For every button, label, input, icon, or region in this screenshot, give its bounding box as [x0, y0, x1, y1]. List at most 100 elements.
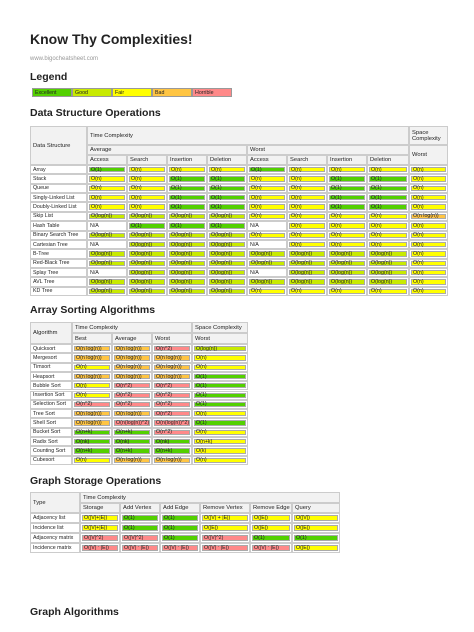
value-cell: O(log(n))	[247, 258, 287, 268]
rated-cell: O(1)	[329, 204, 365, 210]
rated-cell: O(n^2)	[154, 429, 190, 435]
value-cell: O(1)	[160, 523, 200, 533]
rated-cell: O(1)	[249, 167, 285, 173]
rated-cell: O(1)	[329, 195, 365, 201]
rated-cell: O(n)	[194, 355, 246, 361]
value-cell: O(1)	[327, 193, 367, 203]
value-cell: O(log(n))	[327, 277, 367, 287]
value-cell: O(n^2)	[152, 409, 192, 419]
value-cell: O(log(n))	[367, 258, 409, 268]
value-cell: O(|V|)	[292, 513, 340, 523]
value-cell: O(1)	[167, 202, 207, 212]
rated-cell: O(|E|)	[202, 525, 248, 531]
rated-cell: O(log(n))	[129, 260, 165, 266]
header-cell: Deletion	[367, 155, 409, 165]
rated-cell: O(n)	[289, 223, 325, 229]
rated-cell: O(|V| ⋅ |E|)	[82, 545, 118, 551]
rated-cell: O(nk)	[74, 439, 110, 445]
value-cell: O(n log(n))	[72, 371, 112, 382]
rated-cell: O(log(n))	[129, 251, 165, 257]
rated-cell: O(1)	[209, 176, 245, 182]
value-cell: O(log(n))	[127, 286, 167, 297]
rated-cell: O(n)	[411, 242, 446, 248]
value-cell: O(|V| ⋅ |E|)	[80, 543, 120, 553]
rated-cell: O(n)	[289, 288, 325, 294]
rated-cell: O(n)	[329, 242, 365, 248]
value-cell: O(log(n))	[127, 211, 167, 222]
value-cell: O(log(n))	[207, 230, 247, 240]
rated-cell: O(n)	[289, 195, 325, 201]
rated-cell: O(log(n))	[329, 279, 365, 285]
rated-cell: O(1)	[194, 374, 246, 380]
row-name: Radix Sort	[30, 437, 72, 447]
value-cell: O(1)	[192, 381, 248, 391]
section-title: Array Sorting Algorithms	[30, 304, 156, 316]
rated-cell: O(n)	[249, 185, 285, 191]
value-cell: O(n)	[87, 193, 127, 203]
rated-cell: O(n)	[74, 457, 110, 463]
value-cell: O(1)	[167, 221, 207, 231]
rated-cell: O(1)	[194, 392, 246, 398]
rated-cell: O(log(n))	[169, 279, 205, 285]
rated-cell: O(n)	[411, 288, 446, 294]
header-cell: Search	[287, 155, 327, 165]
rated-cell: O(1)	[194, 383, 246, 389]
rated-cell: O(n)	[369, 288, 407, 294]
value-cell: O(n)	[327, 211, 367, 222]
value-cell: O(1)	[192, 390, 248, 400]
rated-cell: O(log(n))	[369, 260, 407, 266]
rated-cell: O(n log(n))	[154, 374, 190, 380]
value-cell: O(n)	[207, 165, 247, 175]
value-cell: O(n)	[72, 381, 112, 391]
rated-cell: O(n)	[249, 195, 285, 201]
value-cell: O(1)	[247, 165, 287, 175]
value-cell: O(log(n))	[287, 277, 327, 287]
header-cell: Query	[292, 503, 340, 513]
rated-cell: O(n log(n))	[114, 346, 150, 352]
value-cell: O(log(n))	[87, 249, 127, 259]
header-cell: Access	[247, 155, 287, 165]
value-cell: O(log(n))	[167, 249, 207, 259]
value-cell: O(n log(n))	[72, 353, 112, 363]
row-name: Queue	[30, 183, 87, 194]
rated-cell: O(n^2)	[154, 401, 190, 407]
header-cell: Data Structure	[30, 126, 87, 165]
row-name: Incidence matrix	[30, 543, 80, 553]
rated-cell: O(n)	[74, 392, 110, 398]
section-title: Data Structure Operations	[30, 107, 161, 119]
rated-cell: O(1)	[369, 176, 407, 182]
value-cell: O(log(n))	[167, 258, 207, 268]
value-cell: O(n log(n))	[152, 353, 192, 363]
value-cell: O(n log(n))	[72, 409, 112, 419]
rated-cell: O(1)	[89, 167, 125, 173]
value-cell: O(log(n))	[207, 211, 247, 222]
rated-cell: O(1)	[329, 185, 365, 191]
value-cell: O(log(n))	[327, 267, 367, 278]
value-cell: O(|E|)	[200, 523, 250, 533]
rated-cell: O(log(n))	[89, 288, 125, 294]
value-cell: O(log(n))	[287, 249, 327, 259]
row-name: Stack	[30, 174, 87, 184]
value-cell: O(n)	[367, 165, 409, 175]
rated-cell: O(log(n))	[369, 251, 407, 257]
rated-cell: O(|E|)	[252, 525, 290, 531]
rated-cell: O(n)	[329, 288, 365, 294]
row-name: Cartesian Tree	[30, 239, 87, 250]
row-name: Adjacency matrix	[30, 533, 80, 543]
rated-cell: O(log(n))	[209, 213, 245, 219]
value-cell: O(n)	[127, 183, 167, 194]
value-cell: O(n log(n))	[72, 418, 112, 428]
rated-cell: O(n^2)	[154, 383, 190, 389]
rated-cell: O(1)	[122, 515, 158, 521]
value-cell: O(n log(n))	[152, 362, 192, 372]
value-cell: O(1)	[120, 513, 160, 523]
value-cell: O(n log(n))	[112, 362, 152, 372]
rated-cell: O(log(n))	[209, 251, 245, 257]
value-cell: O(n+k)	[152, 446, 192, 456]
rated-cell: O(n log(n))	[114, 364, 150, 370]
rated-cell: O(log(n))	[169, 213, 205, 219]
value-cell: O(n)	[367, 211, 409, 222]
value-cell: O(n^2)	[152, 344, 192, 354]
value-cell: O(n)	[287, 221, 327, 231]
value-cell: O(n)	[409, 286, 448, 297]
